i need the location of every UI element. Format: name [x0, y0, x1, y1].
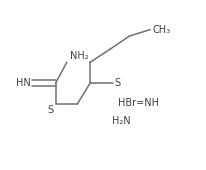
Text: NH₂: NH₂ [70, 51, 88, 61]
Text: H₂N: H₂N [111, 116, 130, 126]
Text: HN: HN [16, 78, 30, 88]
Text: S: S [114, 78, 120, 88]
Text: S: S [48, 105, 54, 115]
Text: HBr=NH: HBr=NH [118, 98, 158, 108]
Text: CH₃: CH₃ [152, 24, 170, 35]
